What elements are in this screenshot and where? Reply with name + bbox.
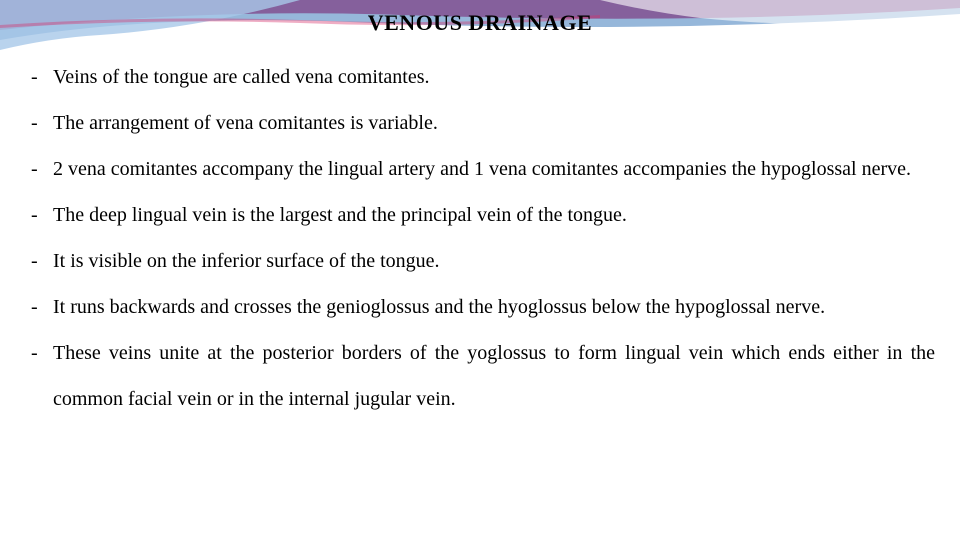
list-item: It runs backwards and crosses the geniog… xyxy=(25,284,935,330)
list-item: The deep lingual vein is the largest and… xyxy=(25,192,935,238)
list-item: These veins unite at the posterior borde… xyxy=(25,330,935,422)
bullet-list: Veins of the tongue are called vena comi… xyxy=(25,54,935,422)
list-item: Veins of the tongue are called vena comi… xyxy=(25,54,935,100)
list-item: 2 vena comitantes accompany the lingual … xyxy=(25,146,935,192)
slide-title: VENOUS DRAINAGE xyxy=(25,10,935,36)
list-item: The arrangement of vena comitantes is va… xyxy=(25,100,935,146)
list-item: It is visible on the inferior surface of… xyxy=(25,238,935,284)
slide-content: VENOUS DRAINAGE Veins of the tongue are … xyxy=(0,0,960,422)
